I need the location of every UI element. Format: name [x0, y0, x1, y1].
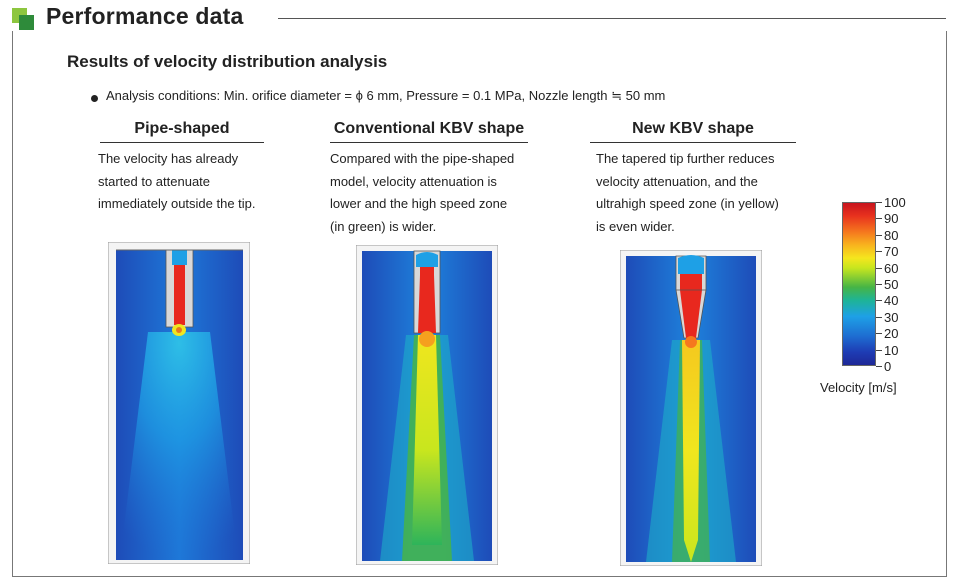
section-subtitle: Results of velocity distribution analysi…: [67, 52, 388, 71]
bullet-icon: [91, 95, 98, 102]
column-title-conventional: Conventional KBV shape: [333, 120, 525, 137]
scale-tick: [876, 349, 882, 351]
scale-tick: [876, 234, 882, 236]
column-underline: [590, 142, 796, 143]
scale-tick: [876, 300, 882, 302]
scale-label: 10: [884, 342, 899, 358]
color-scale-bar: [842, 202, 876, 366]
scale-tick: [876, 333, 882, 335]
description-line: model, velocity attenuation is: [330, 173, 497, 189]
section-marker-icon: [12, 8, 34, 30]
column-description-pipe: The velocity has already started to atte…: [98, 148, 308, 216]
description-line: immediately outside the tip.: [98, 196, 256, 211]
scale-label: 60: [884, 260, 899, 276]
description-line: lower and the high speed zone: [330, 196, 508, 211]
scale-label: 40: [884, 293, 899, 309]
scale-tick: [876, 218, 882, 220]
scale-label: 50: [884, 277, 899, 292]
column-description-new: The tapered tip further reduces velocity…: [596, 148, 826, 238]
description-line: The tapered tip further reduces: [596, 151, 775, 166]
scale-label: 70: [884, 244, 899, 260]
scale-label: 30: [884, 309, 899, 325]
description-line: Compared with the pipe-shaped: [330, 151, 515, 166]
scale-tick: [876, 202, 882, 203]
scale-label: 20: [884, 326, 899, 342]
content-frame: [12, 31, 947, 577]
scale-tick: [876, 284, 882, 285]
scale-label: 0: [884, 359, 892, 374]
description-line: started to attenuate: [98, 173, 211, 189]
scale-unit-label: Velocity [m/s]: [820, 380, 897, 395]
description-line: is even wider.: [596, 218, 675, 234]
scale-label: 90: [884, 211, 899, 227]
description-line: ultrahigh speed zone (in yellow): [596, 196, 779, 211]
column-description-conventional: Compared with the pipe-shaped model, vel…: [330, 148, 560, 238]
description-line: (in green) is wider.: [330, 218, 437, 234]
column-underline: [330, 142, 528, 143]
velocity-plot-new: [620, 250, 762, 566]
scale-tick: [876, 316, 882, 318]
column-title-new: New KBV shape: [632, 120, 754, 137]
description-line: velocity attenuation, and the: [596, 173, 758, 189]
scale-tick: [876, 251, 882, 253]
scale-label: 80: [884, 227, 899, 243]
header-rule: [278, 18, 946, 19]
description-line: The velocity has already: [98, 151, 239, 166]
velocity-plot-pipe: [108, 242, 250, 564]
page-title: Performance data: [46, 3, 244, 29]
column-title-pipe: Pipe-shaped: [134, 120, 230, 137]
velocity-plot-conventional: [356, 245, 498, 565]
analysis-conditions: Analysis conditions: Min. orifice diamet…: [106, 88, 666, 103]
scale-tick: [876, 366, 882, 367]
scale-tick: [876, 267, 882, 269]
column-underline: [100, 142, 264, 143]
scale-label: 100: [884, 195, 906, 210]
